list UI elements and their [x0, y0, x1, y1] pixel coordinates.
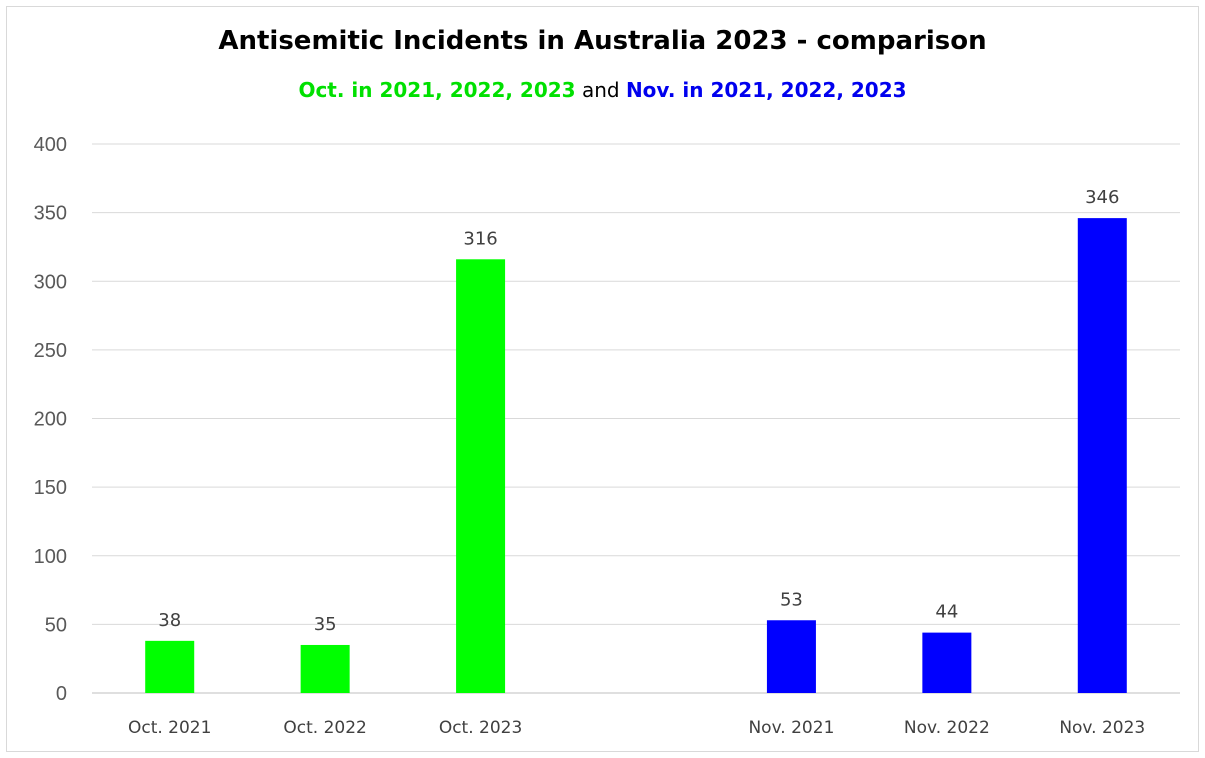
- bar: [300, 644, 350, 693]
- bar: [922, 632, 972, 693]
- y-tick-label: 0: [56, 683, 67, 705]
- subtitle-connector: and: [575, 78, 626, 102]
- y-tick-label: 350: [34, 203, 67, 225]
- subtitle-october: Oct. in 2021, 2022, 2023: [298, 78, 576, 102]
- bars: [145, 218, 1127, 694]
- y-tick-label: 250: [34, 340, 67, 362]
- x-axis: Oct. 2021 Oct. 2022 Oct. 2023 Nov. 2021 Nov.…: [128, 718, 1145, 738]
- x-tick-label: Oct. 2022: [283, 718, 366, 738]
- x-tick-label: Oct. 2021: [128, 718, 211, 738]
- y-tick-label: 150: [34, 477, 67, 499]
- data-label: 44: [935, 602, 958, 623]
- data-labels: 38 35 316 53 44 346: [158, 187, 1119, 635]
- y-tick-label: 100: [34, 546, 67, 568]
- chart-subtitle: Oct. in 2021, 2022, 2023 and Nov. in 202…: [0, 78, 1205, 102]
- data-label: 38: [158, 610, 181, 631]
- y-tick-label: 50: [45, 614, 67, 636]
- y-axis: 0 50 100 150 200 250 300 350 400: [34, 134, 67, 705]
- bar: [145, 640, 195, 693]
- bar: [456, 259, 506, 693]
- x-tick-label: Nov. 2021: [748, 718, 834, 738]
- data-label: 346: [1085, 187, 1119, 208]
- chart-frame: [6, 6, 1199, 752]
- y-tick-label: 200: [34, 409, 67, 431]
- x-tick-label: Oct. 2023: [439, 718, 522, 738]
- bar: [1077, 218, 1127, 694]
- y-tick-label: 300: [34, 271, 67, 293]
- data-label: 35: [314, 614, 337, 635]
- data-label: 53: [780, 589, 803, 610]
- subtitle-november: Nov. in 2021, 2022, 2023: [625, 78, 907, 102]
- data-label: 316: [463, 228, 497, 249]
- x-tick-label: Nov. 2022: [904, 718, 990, 738]
- chart-title: Antisemitic Incidents in Australia 2023 …: [218, 26, 987, 56]
- bar: [766, 620, 816, 693]
- gridlines: [92, 143, 1180, 694]
- x-tick-label: Nov. 2023: [1059, 718, 1145, 738]
- y-tick-label: 400: [34, 134, 67, 156]
